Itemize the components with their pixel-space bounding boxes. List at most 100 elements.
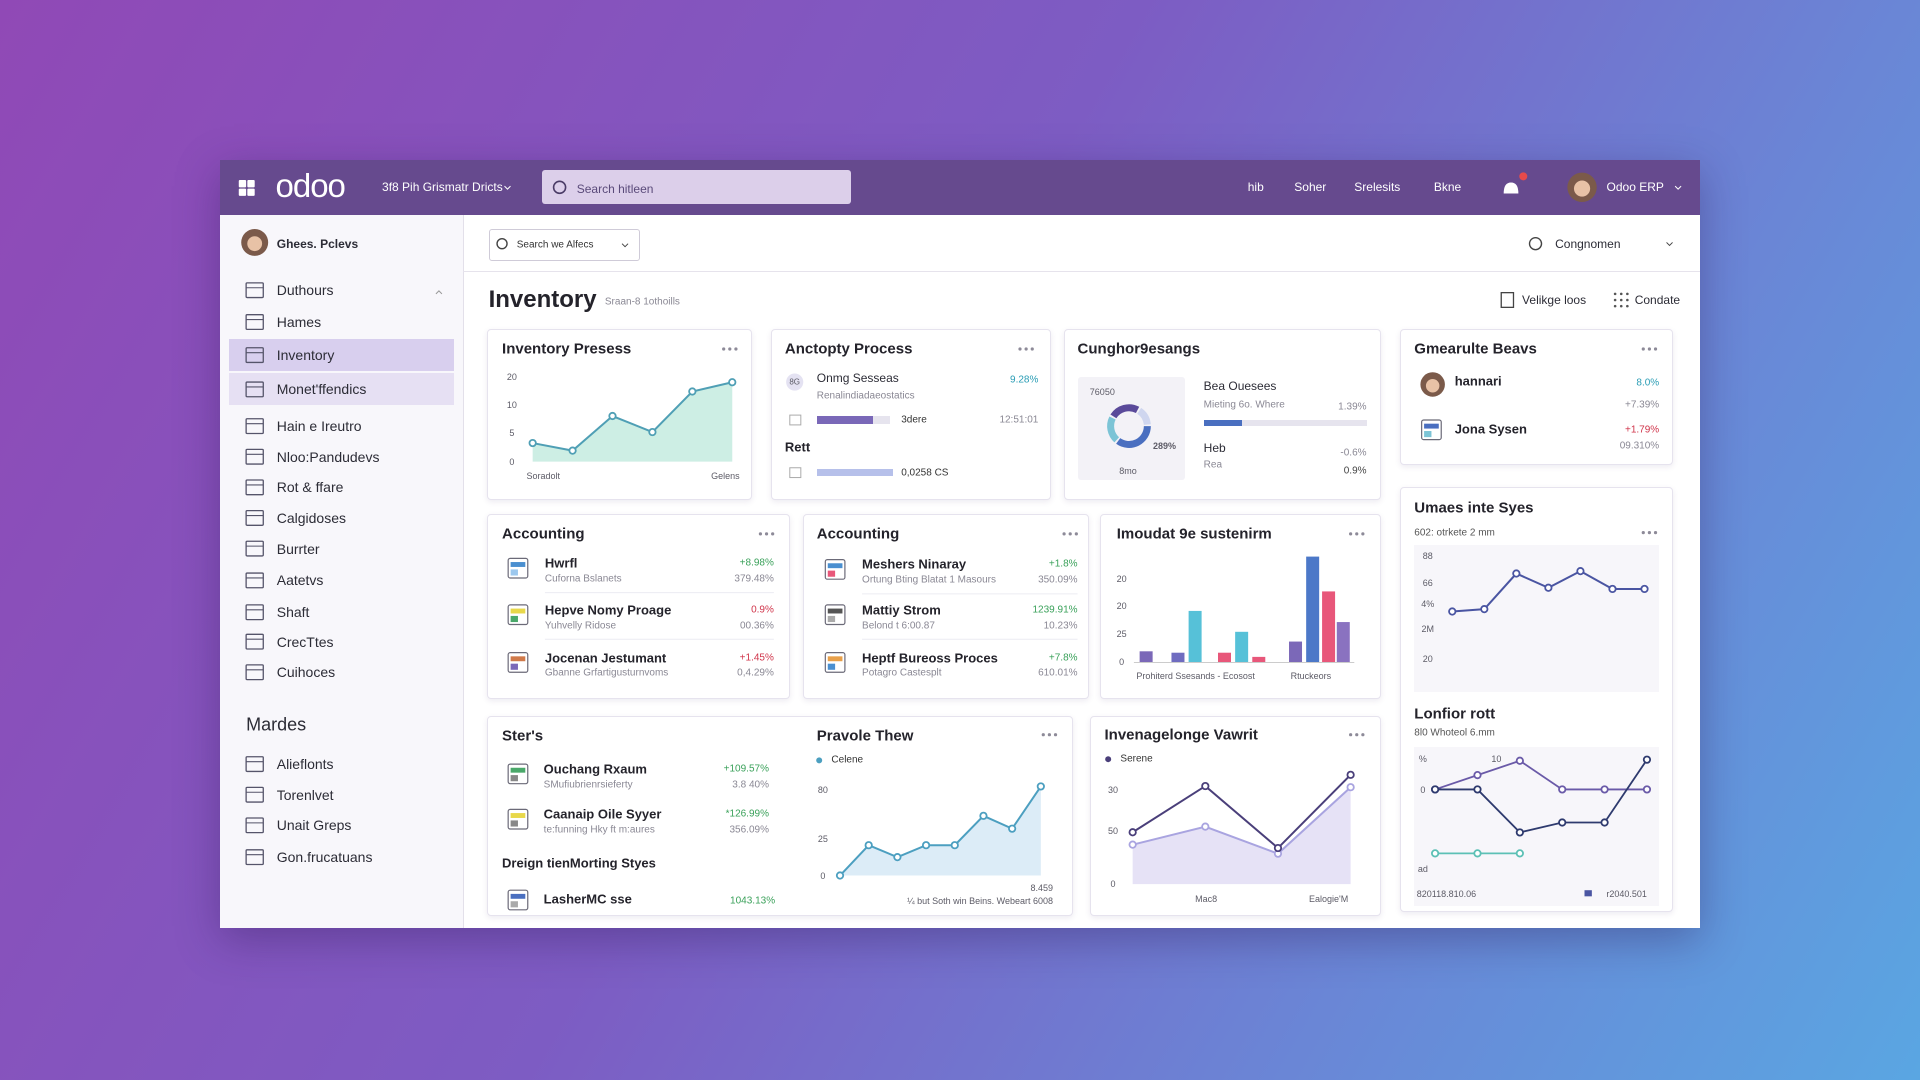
axis-label: 0: [1420, 784, 1426, 795]
row-detail: Mieting 6o. Where: [1203, 399, 1285, 411]
menu-item[interactable]: Bkne: [1433, 180, 1462, 195]
card: [1399, 329, 1673, 466]
axis-label: Rtuckeors: [1290, 670, 1332, 681]
row-value: 0.9%: [1343, 465, 1367, 477]
progress-track: [1203, 420, 1367, 427]
sidebar-item[interactable]: Hames: [276, 314, 322, 331]
top-bar: [220, 160, 1700, 215]
app-window: odoo 3f8 Pih Grismatr Dricts Search hitlee…: [220, 160, 1700, 928]
section-title: Rett: [784, 439, 811, 455]
grid-icon: [1626, 292, 1629, 296]
sidebar-item[interactable]: Cuihoces: [276, 664, 336, 681]
filter-text[interactable]: Search we Alfecs: [516, 239, 594, 251]
item-detail: Gbanne Grfartigusturnvoms: [544, 667, 669, 679]
axis-label: 20: [506, 372, 517, 383]
sidebar-item[interactable]: Monet'ffendics: [276, 381, 367, 398]
item-detail: Yuhvelly Ridose: [544, 620, 617, 632]
grid-icon: [1626, 298, 1629, 302]
item-name: Heptf Bureoss Proces: [862, 650, 998, 666]
badge-text: 8G: [789, 377, 801, 387]
donut-label: 289%: [1152, 440, 1176, 451]
item-detail: Belond t 6:00.87: [862, 620, 935, 632]
axis-label: 2M: [1421, 624, 1435, 635]
item-name: Meshers Ninaray: [862, 556, 967, 572]
item-change: 1239.91%: [1032, 604, 1078, 616]
axis-label: Gelens: [711, 471, 740, 482]
logo[interactable]: odoo: [275, 167, 346, 205]
item-value: 350.09%: [1038, 574, 1078, 586]
sort-menu[interactable]: Congnomen: [1555, 236, 1621, 251]
progress-label: 3dere: [901, 414, 927, 426]
page-title: Inventory: [488, 286, 597, 313]
axis-label: 25: [1116, 629, 1127, 640]
sidebar-item[interactable]: Aatetvs: [276, 572, 324, 589]
axis-label: 25: [817, 833, 828, 844]
item-name: Hwrfl: [544, 555, 578, 571]
card-subtitle: 602: otrkete 2 mm: [1414, 527, 1495, 539]
item-change: 1043.13%: [730, 895, 776, 907]
axis-label: 0: [1119, 657, 1125, 668]
axis-label: 0: [1110, 879, 1116, 890]
item-name: Caanaip Oile Syyer: [543, 806, 662, 822]
card: [803, 514, 1089, 700]
item-value: 0,4.29%: [737, 667, 774, 679]
sidebar-item[interactable]: CrecTtes: [276, 633, 334, 650]
search-icon: [1528, 236, 1543, 251]
sidebar-item[interactable]: Torenlvet: [276, 786, 334, 803]
axis-label: 66: [1422, 577, 1433, 588]
search-box[interactable]: [542, 170, 852, 205]
grid-icon: [1626, 304, 1629, 308]
item-name: Hepve Nomy Proage: [544, 602, 672, 618]
axis-label: 0: [509, 456, 515, 467]
sidebar-item[interactable]: Calgidoses: [276, 509, 346, 526]
axis-label: 80: [817, 784, 828, 795]
item-detail: Renalindiadaeostatics: [816, 390, 915, 401]
person-value: +7.39%: [1624, 399, 1660, 411]
menu-item[interactable]: Srelesits: [1354, 180, 1401, 195]
row-change: 1.39%: [1338, 401, 1367, 413]
sidebar-item[interactable]: Shaft: [276, 604, 310, 621]
user-menu[interactable]: Odoo ERP: [1606, 180, 1664, 195]
search-placeholder[interactable]: Search hitleen: [576, 181, 654, 196]
axis-label: 20: [1116, 601, 1127, 612]
item-detail: Potagro Castesplt: [862, 667, 942, 679]
donut-total: 76050: [1089, 386, 1115, 397]
action-button[interactable]: Velikge loos: [1522, 293, 1587, 307]
row-change: -0.6%: [1340, 447, 1367, 459]
sidebar-item[interactable]: Inventory: [276, 347, 335, 364]
sidebar-item[interactable]: Unait Greps: [276, 817, 352, 834]
sidebar-item[interactable]: Duthours: [276, 282, 334, 299]
menu-item[interactable]: hib: [1247, 180, 1264, 195]
filter-box[interactable]: [488, 228, 641, 261]
sidebar-item[interactable]: Hain e Ireutro: [276, 418, 362, 435]
action-button[interactable]: Condate: [1634, 293, 1681, 307]
person-value: 09.310%: [1619, 440, 1660, 452]
sidebar-user[interactable]: Ghees. Pclevs: [276, 236, 359, 251]
axis-label: 20: [1116, 574, 1127, 585]
company-switcher[interactable]: 3f8 Pih Grismatr Dricts: [382, 180, 503, 195]
page-subtitle: Sraan-8 1othoills: [604, 296, 680, 308]
sidebar-item[interactable]: Alieflonts: [276, 756, 334, 773]
grid-icon: [1613, 292, 1617, 296]
card: [1089, 716, 1382, 916]
person-name: hannari: [1454, 373, 1502, 389]
row-name: Heb: [1203, 441, 1226, 456]
sidebar-item[interactable]: Rot & ffare: [276, 479, 344, 496]
card-title: Cunghor9esangs: [1077, 340, 1201, 358]
card-title: Lonfior rott: [1414, 705, 1496, 723]
sidebar-item[interactable]: Gon.frucatuans: [276, 849, 373, 866]
chevron: [1666, 242, 1673, 247]
sidebar-item[interactable]: Nloo:Pandudevs: [276, 448, 380, 465]
grid-icon: [1619, 298, 1623, 302]
item-detail: te:funning Hky ft m:aures: [543, 824, 655, 836]
row-detail: Rea: [1203, 459, 1223, 471]
menu-item[interactable]: Soher: [1294, 180, 1327, 195]
item-change: +1.45%: [739, 652, 774, 664]
sidebar-item[interactable]: Burrter: [276, 540, 320, 557]
item-change: +1.8%: [1048, 558, 1078, 570]
item-value: 610.01%: [1038, 667, 1078, 679]
card-title: Anctopty Process: [784, 340, 913, 358]
card-subtitle: 8l0 Whoteol 6.mm: [1414, 727, 1495, 739]
item-value: 00.36%: [739, 620, 774, 632]
chart-footer: r2040.501: [1606, 888, 1647, 899]
